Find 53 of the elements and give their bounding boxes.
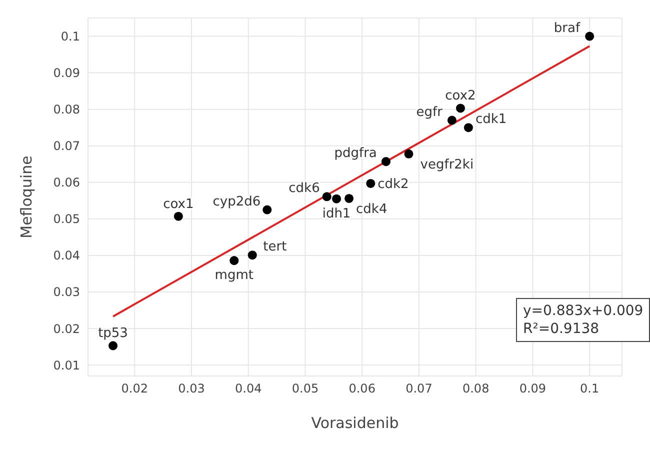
annotation: tp53	[98, 326, 128, 342]
annotation: idh1	[322, 206, 351, 222]
annotation: mgmt	[214, 268, 254, 284]
x-tick-label: 0.07	[406, 382, 432, 396]
point	[456, 104, 466, 113]
y-tick-label: 0.08	[53, 102, 80, 117]
x-tick-label: 0.06	[348, 382, 376, 396]
point	[464, 123, 473, 132]
x-tick-label: 0.1	[580, 382, 600, 396]
point	[262, 205, 272, 214]
x-tick-label: 0.05	[292, 382, 319, 396]
point	[585, 32, 594, 41]
point	[332, 194, 342, 204]
x-tick-label: 0.04	[235, 382, 262, 396]
annotation: cox1	[163, 196, 194, 212]
y-axis-title: Mefloquine	[17, 156, 36, 238]
point	[174, 212, 183, 221]
x-tick-label: 0.03	[178, 382, 205, 396]
annotation: cyp2d6	[212, 194, 261, 210]
x-axis-title: Vorasidenib	[311, 414, 399, 432]
y-tick-label: 0.01	[53, 358, 80, 372]
point	[108, 341, 118, 350]
point	[344, 194, 354, 203]
y-tick-label: 0.02	[53, 322, 80, 336]
annotation: R²=0.9138	[523, 320, 600, 338]
annotation: pdgfra	[334, 146, 377, 162]
annotation: tert	[263, 240, 287, 255]
annotation: vegfr2ki	[420, 157, 474, 172]
x-tick-label: 0.08	[462, 382, 490, 396]
annotation: cdk1	[475, 112, 507, 128]
y-tick-label: 0.06	[53, 176, 80, 190]
y-tick-label: 0.03	[53, 285, 80, 300]
annotation: braf	[554, 20, 580, 36]
y-tick-label: 0.1	[60, 30, 80, 44]
annotation: egfr	[416, 104, 444, 120]
annotation: cdk6	[288, 181, 320, 196]
annotation: y=0.883x+0.009	[523, 302, 644, 320]
point	[404, 149, 414, 158]
y-tick-label: 0.09	[53, 66, 80, 80]
point	[381, 157, 391, 166]
x-tick-label: 0.09	[519, 382, 546, 396]
annotation: cdk2	[378, 176, 409, 192]
point	[248, 250, 257, 260]
point	[366, 178, 376, 188]
y-tick-label: 0.05	[53, 212, 80, 226]
point	[322, 192, 332, 202]
y-tick-label: 0.07	[53, 139, 80, 154]
annotation: cox2	[445, 88, 476, 104]
y-tick-label: 0.04	[53, 248, 80, 263]
point	[447, 116, 456, 125]
point	[230, 256, 239, 266]
x-tick-label: 0.02	[121, 382, 148, 396]
annotation: cdk4	[356, 202, 388, 217]
